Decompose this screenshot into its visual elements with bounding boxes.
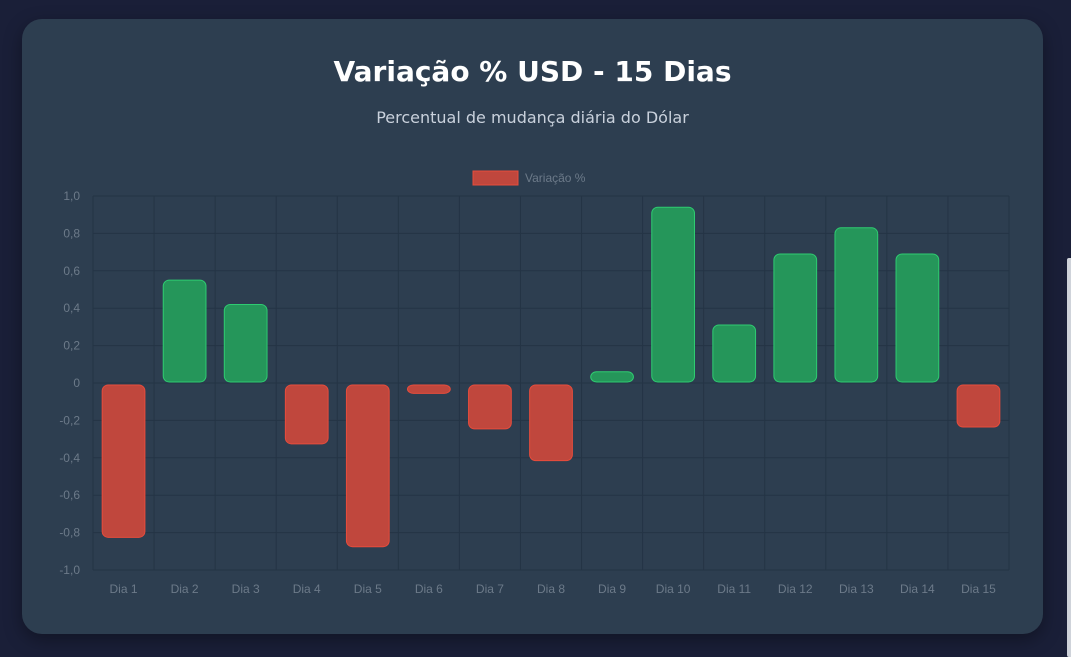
y-tick-label: 0,8 [63, 226, 80, 240]
x-tick-label: Dia 13 [839, 582, 874, 596]
y-tick-label: 0,2 [63, 339, 80, 353]
x-tick-label: Dia 7 [476, 582, 504, 596]
y-tick-label: -1,0 [59, 563, 80, 577]
x-tick-label: Dia 2 [171, 582, 199, 596]
chart-legend[interactable]: Variação % [472, 170, 586, 186]
bar [345, 384, 390, 548]
x-tick-label: Dia 14 [900, 582, 935, 596]
bar [956, 384, 1001, 428]
x-tick-label: Dia 3 [232, 582, 260, 596]
y-tick-label: 0,6 [63, 264, 80, 278]
x-tick-label: Dia 6 [415, 582, 443, 596]
x-tick-label: Dia 1 [110, 582, 138, 596]
legend-label[interactable]: Variação % [525, 171, 586, 185]
bar [223, 303, 268, 383]
x-tick-label: Dia 11 [717, 582, 751, 596]
chart-axes: 1,0 0,8 0,6 0,4 0,2 0 -0,2 -0,4 -0,6 -0,8 -1,0 Dia … [59, 189, 996, 596]
chart-subtitle: Percentual de mudança diária do Dólar [376, 108, 689, 127]
bar [834, 227, 879, 383]
bar [406, 384, 451, 394]
page-scrollbar-thumb[interactable] [1067, 258, 1071, 657]
y-tick-label: 0,4 [63, 301, 80, 315]
bar [651, 206, 696, 383]
chart-bars [101, 206, 1001, 548]
bar [162, 279, 207, 383]
x-tick-label: Dia 9 [598, 582, 626, 596]
bar [529, 384, 573, 462]
bar [284, 384, 329, 445]
bar [468, 384, 512, 430]
bar [590, 371, 634, 383]
bar [101, 384, 146, 538]
bar [712, 324, 757, 383]
x-tick-label: Dia 10 [656, 582, 691, 596]
bar [773, 253, 818, 383]
y-tick-label: -0,8 [59, 526, 80, 540]
y-tick-label: 0 [73, 376, 80, 390]
y-tick-label: -0,4 [59, 451, 80, 465]
bar [895, 253, 940, 383]
legend-swatch[interactable] [472, 170, 519, 186]
x-tick-label: Dia 15 [961, 582, 996, 596]
x-tick-label: Dia 12 [778, 582, 813, 596]
y-tick-label: -0,2 [59, 413, 80, 427]
x-tick-label: Dia 8 [537, 582, 565, 596]
x-tick-label: Dia 5 [354, 582, 382, 596]
chart-title: Variação % USD - 15 Dias [333, 55, 732, 88]
y-tick-label: 1,0 [63, 189, 80, 203]
y-tick-label: -0,6 [59, 488, 80, 502]
x-tick-label: Dia 4 [293, 582, 321, 596]
